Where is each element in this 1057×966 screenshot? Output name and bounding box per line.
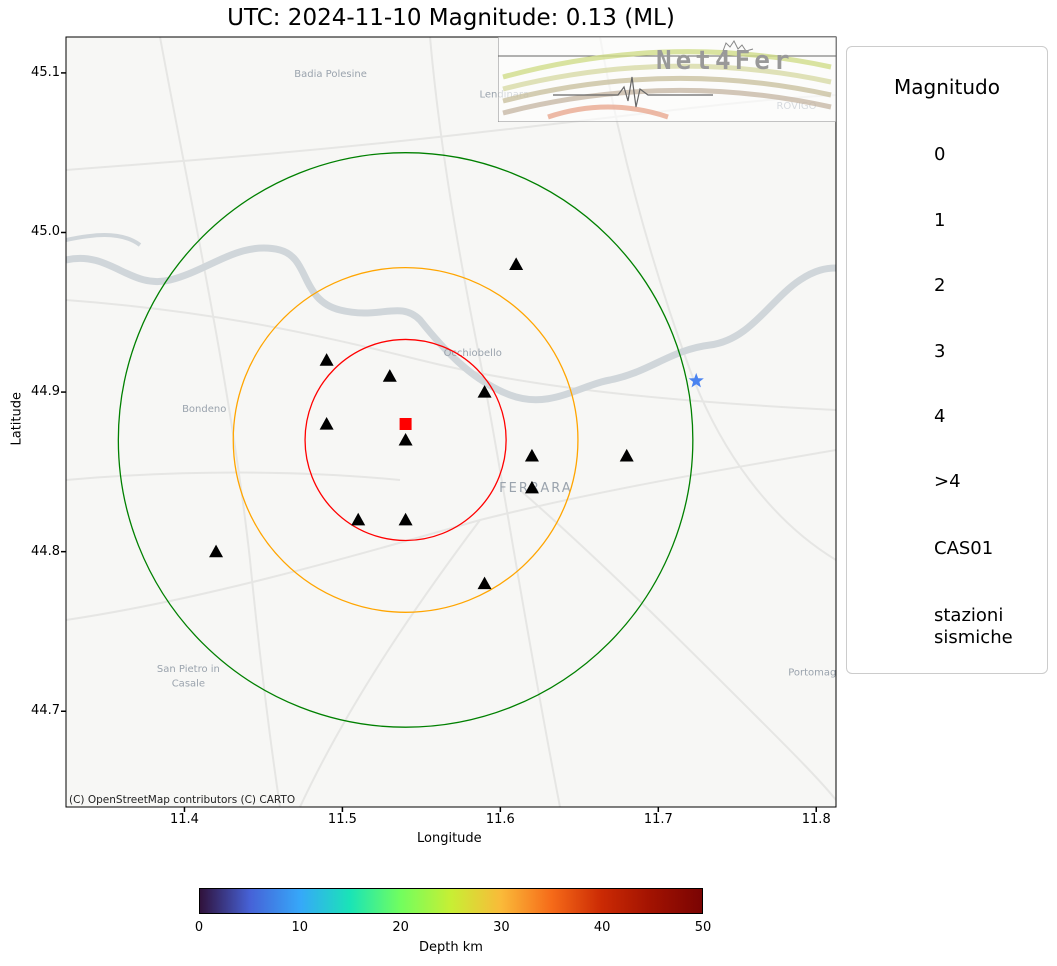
place-label: Occhiobello (444, 348, 502, 359)
axis-ticks (61, 72, 818, 812)
legend-label: 1 (934, 210, 946, 231)
map-title: UTC: 2024-11-10 Magnitude: 0.13 (ML) (227, 5, 675, 31)
road-network (66, 37, 836, 807)
y-tick-label: 45.1 (31, 64, 60, 80)
distance-rings (117, 152, 694, 728)
y-tick-label: 44.9 (31, 384, 60, 400)
colorbar-tick-label: 40 (593, 920, 611, 935)
river-branch (66, 233, 142, 247)
x-tick-label: 11.5 (327, 812, 357, 827)
x-axis-label: Longitude (417, 831, 482, 846)
legend-title: Magnitudo (894, 75, 1000, 99)
place-label: Portomag (788, 667, 836, 678)
distance-ring (232, 266, 579, 613)
plot-frame (65, 36, 837, 808)
station-marker (524, 480, 539, 494)
station-marker (319, 416, 334, 430)
legend-label: 4 (934, 406, 946, 427)
station-marker (509, 257, 524, 271)
y-axis-label: Latitude (9, 391, 25, 446)
logo-text: Net4Fer (656, 46, 794, 76)
colorbar-tick-label: 10 (291, 920, 309, 935)
y-tick-label: 45.0 (31, 224, 60, 240)
station-marker (398, 432, 413, 446)
seismic-stations (209, 257, 634, 590)
colorbar-tick-label: 20 (392, 920, 409, 935)
distance-ring (117, 152, 694, 728)
place-label: Bondeno (182, 404, 226, 415)
legend-label: 0 (934, 144, 946, 165)
river-po (66, 244, 836, 404)
legend-label: 3 (934, 341, 946, 362)
station-marker (319, 353, 334, 366)
station-marker (477, 385, 492, 398)
x-tick-label: 11.8 (801, 812, 831, 827)
station-marker (382, 369, 397, 382)
y-tick-label: 44.8 (31, 543, 60, 559)
center-marker-group (399, 417, 412, 430)
net4fer-logo: Net4Fer (497, 36, 837, 123)
event-marker (688, 372, 704, 388)
station-marker (619, 448, 634, 462)
station-marker (209, 544, 224, 558)
x-tick-label: 11.6 (485, 812, 515, 827)
depth-colorbar (199, 888, 703, 914)
cas01-marker (399, 417, 412, 430)
legend-label: 2 (934, 275, 946, 296)
place-label: Casale (172, 679, 205, 690)
x-tick-label: 11.4 (169, 812, 199, 827)
station-marker (351, 512, 366, 526)
station-marker (477, 576, 492, 590)
place-label: San Pietro in (157, 664, 220, 675)
colorbar-label: Depth km (419, 940, 483, 955)
legend-label: stazioni sismiche (934, 605, 1013, 648)
event-marker-group (688, 372, 704, 388)
y-tick-label: 44.7 (31, 703, 60, 719)
legend-label: CAS01 (934, 538, 994, 559)
map-credits: (C) OpenStreetMap contributors (C) CARTO (69, 794, 296, 806)
colorbar-tick-label: 50 (694, 920, 712, 935)
magnitude-legend: Magnitudo 0 1 2 3 4 >4 CAS01 stazioni sismiche (846, 46, 1048, 674)
station-marker (524, 448, 539, 462)
station-marker (398, 512, 413, 526)
place-label: Badia Polesine (294, 69, 367, 80)
legend-label: >4 (934, 471, 961, 492)
distance-ring (304, 338, 507, 542)
colorbar-tick-label: 0 (194, 920, 204, 935)
x-tick-label: 11.7 (643, 812, 673, 827)
basemap: Badia PolesineLendinaraROVIGOOcchiobello… (66, 37, 836, 807)
map-background (66, 37, 836, 807)
colorbar-tick-label: 30 (493, 920, 510, 935)
